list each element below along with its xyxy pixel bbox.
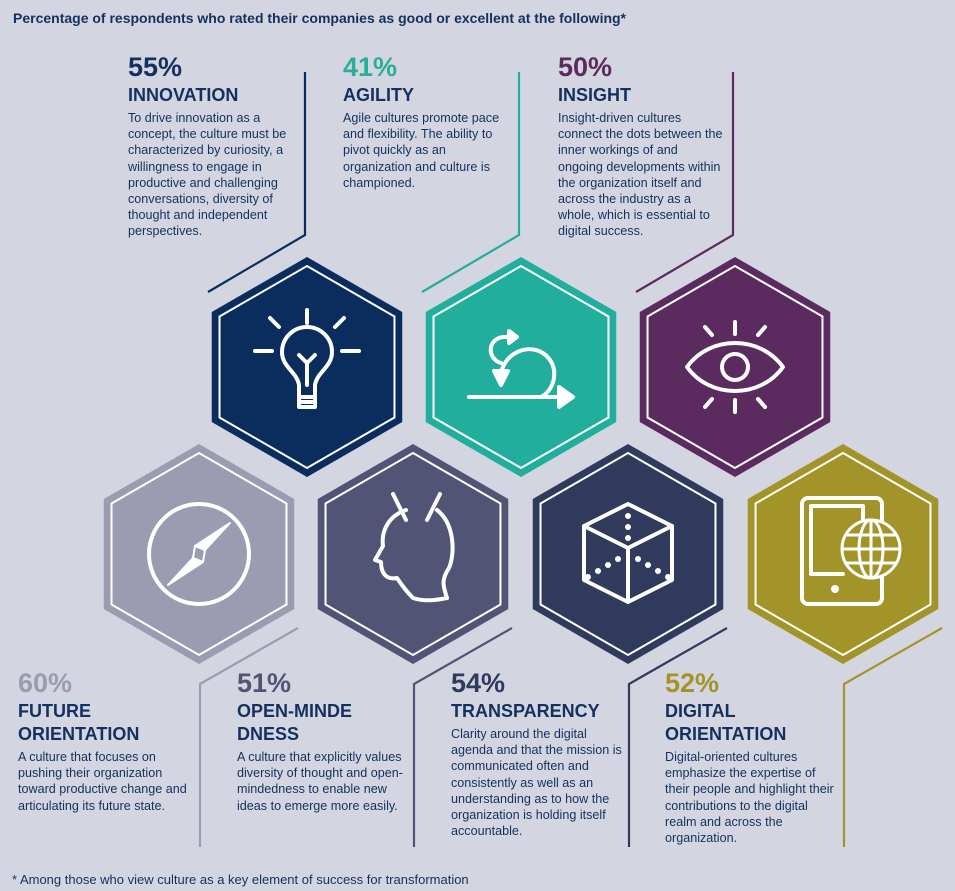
stat-percent: 54% (451, 668, 506, 698)
hexagon-inner-outline (110, 451, 288, 657)
leader-line-digital (842, 627, 943, 847)
leader-line-open (412, 627, 513, 847)
transparent-cube-icon (582, 502, 674, 604)
stat-digital-orientation: 52% DIGITAL ORIENTATION Digital-oriented… (665, 668, 850, 846)
stat-title: INSIGHT (558, 85, 632, 105)
hexagon-agility (425, 257, 617, 477)
leader-line-future (198, 627, 299, 847)
stat-title: TRANSPARENCY (451, 701, 600, 721)
hexagon-inner-outline (539, 451, 717, 657)
eye-icon (685, 320, 785, 414)
tablet-globe-icon (800, 496, 902, 606)
stat-title: OPEN-MINDEDNESS (237, 701, 353, 744)
hexagon-open (317, 444, 509, 664)
hexagon-inner-outline (324, 451, 502, 657)
hexagon-inner-outline (218, 264, 396, 470)
hexagon-future (103, 444, 295, 664)
hexagon-insight (639, 257, 831, 477)
agile-loop-arrow-icon (467, 329, 575, 409)
leader-line-agility (421, 72, 521, 293)
stat-insight: 50% INSIGHT Insight-driven cultures conn… (558, 52, 743, 240)
stat-title: FUTURE ORIENTATION (18, 701, 140, 744)
footnote: * Among those who view culture as a key … (12, 872, 469, 887)
stat-description: Clarity around the digital agenda and th… (451, 727, 622, 839)
infographic-heading: Percentage of respondents who rated thei… (13, 10, 627, 26)
stat-description: A culture that explicitly values diversi… (237, 750, 403, 813)
stat-open-mindedness: 51% OPEN-MINDEDNESS A culture that expli… (237, 668, 422, 814)
stat-description: Agile cultures promote pace and flexibil… (343, 111, 500, 190)
leader-line-transparency (627, 627, 728, 847)
hexagon-inner-outline (754, 451, 932, 657)
stat-title: DIGITAL ORIENTATION (665, 701, 787, 744)
leader-line-insight (635, 72, 735, 293)
open-head-icon (373, 492, 455, 603)
stat-percent: 52% (665, 668, 720, 698)
stat-percent: 55% (128, 52, 183, 82)
stat-future-orientation: 60% FUTURE ORIENTATION A culture that fo… (18, 668, 203, 814)
stat-percent: 50% (558, 52, 613, 82)
stat-description: A culture that focuses on pushing their … (18, 750, 187, 813)
stat-transparency: 54% TRANSPARENCY Clarity around the digi… (451, 668, 636, 839)
stat-title: AGILITY (343, 85, 414, 105)
stat-agility: 41% AGILITY Agile cultures promote pace … (343, 52, 528, 191)
leader-line-innovation (207, 72, 307, 293)
lightbulb-icon (253, 308, 361, 409)
stat-description: Digital-oriented cultures emphasize the … (665, 750, 834, 846)
stat-percent: 60% (18, 668, 73, 698)
hexagon-inner-outline (646, 264, 824, 470)
stat-percent: 41% (343, 52, 398, 82)
stat-percent: 51% (237, 668, 292, 698)
compass-icon (147, 502, 251, 606)
stat-description: To drive innovation as a concept, the cu… (128, 111, 287, 239)
stat-title: INNOVATION (128, 85, 239, 105)
hexagon-inner-outline (432, 264, 610, 470)
stat-innovation: 55% INNOVATION To drive innovation as a … (128, 52, 313, 240)
stat-description: Insight-driven cultures connect the dots… (558, 111, 723, 239)
